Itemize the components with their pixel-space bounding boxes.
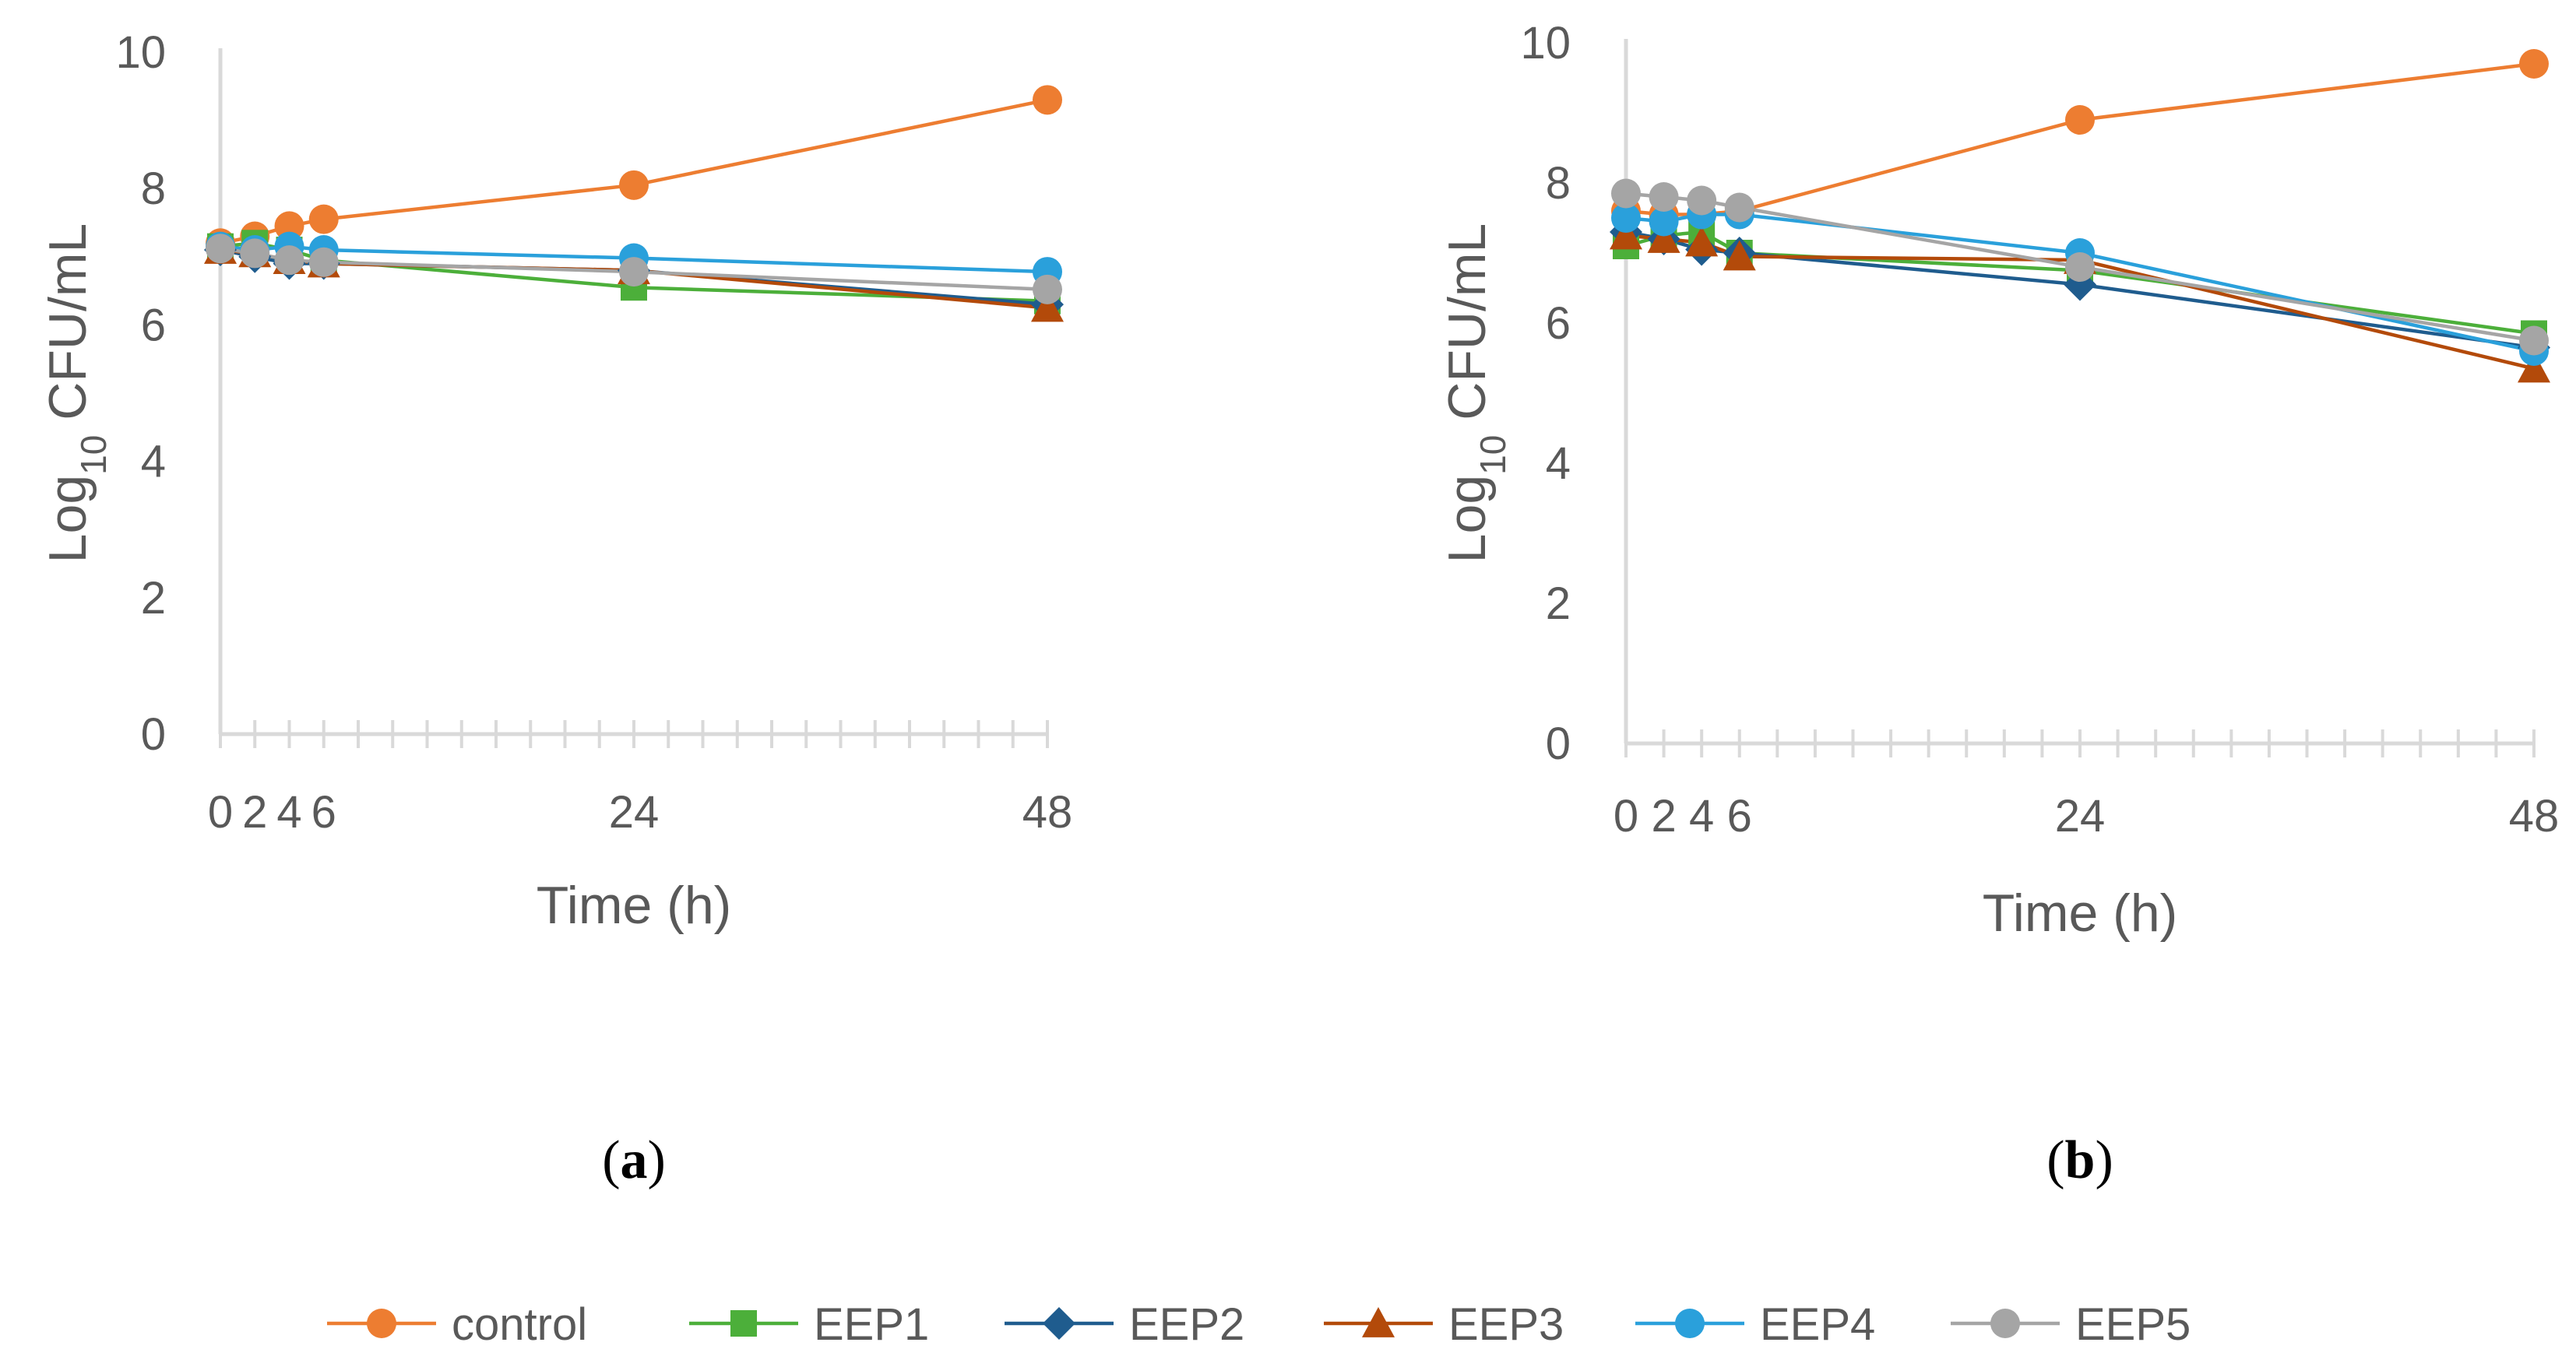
x-tick-label: 2 [242, 787, 267, 838]
x-tick-label: 6 [311, 787, 336, 838]
panel-label: (a) [602, 1130, 666, 1190]
y-tick-label: 8 [141, 163, 166, 214]
legend-label: EEP3 [1448, 1299, 1564, 1350]
data-point-eep5 [1611, 178, 1641, 209]
data-point-eep5 [1724, 192, 1754, 223]
y-axis-title: Log10 CFU/mL [38, 223, 114, 564]
x-tick-label: 4 [276, 787, 301, 838]
data-point-eep5 [274, 245, 304, 276]
y-tick-label: 2 [1546, 578, 1571, 629]
x-tick-label: 6 [1727, 791, 1752, 842]
x-tick-label: 24 [2055, 791, 2106, 842]
data-point-control [274, 211, 304, 241]
data-point-eep5 [619, 257, 649, 287]
legend-label: control [452, 1299, 587, 1350]
legend-label: EEP2 [1129, 1299, 1244, 1350]
legend-marker-eep3 [1362, 1307, 1395, 1337]
data-point-eep5 [2519, 325, 2549, 356]
x-tick-label: 48 [2509, 791, 2560, 842]
y-tick-label: 4 [1546, 438, 1571, 489]
legend-marker-eep4 [1675, 1309, 1705, 1338]
data-point-eep5 [1033, 274, 1062, 304]
x-tick-label: 48 [1022, 787, 1073, 838]
data-point-eep3 [1647, 223, 1680, 253]
data-point-eep5 [2065, 252, 2095, 282]
data-point-eep3 [1610, 219, 1642, 250]
data-point-eep3 [1031, 291, 1064, 322]
data-point-eep5 [206, 234, 235, 264]
x-axis-title: Time (h) [537, 876, 732, 935]
legend-label: EEP5 [2075, 1299, 2191, 1350]
data-point-eep3 [1685, 226, 1719, 257]
legend-marker-eep2 [1043, 1307, 1075, 1340]
legend-label: EEP4 [1760, 1299, 1875, 1350]
data-point-eep3 [2518, 352, 2550, 383]
data-point-control [2065, 105, 2095, 135]
data-point-eep5 [1687, 185, 1717, 216]
legend-marker-eep1 [730, 1310, 757, 1337]
y-tick-label: 2 [141, 573, 166, 624]
data-point-control [308, 204, 339, 234]
legend-entry-eep3: EEP3 [1324, 1299, 1564, 1350]
y-axis-title: Log10 CFU/mL [1438, 223, 1513, 564]
data-point-eep3 [1723, 240, 1756, 271]
y-tick-label: 10 [1520, 18, 1571, 69]
y-tick-label: 10 [115, 27, 166, 78]
y-tick-label: 0 [141, 709, 166, 760]
data-point-eep5 [1649, 182, 1679, 212]
y-tick-label: 6 [141, 300, 166, 350]
legend-entry-eep2: EEP2 [1005, 1299, 1244, 1350]
data-point-control [1033, 85, 1062, 115]
y-tick-label: 6 [1546, 298, 1571, 349]
x-tick-label: 2 [1651, 791, 1676, 842]
x-tick-label: 4 [1689, 791, 1714, 842]
series-line-control [1625, 61, 2535, 216]
x-tick-label: 24 [609, 787, 660, 838]
legend: control EEP1 EEP2 EEP3 EEP4 EEP5 [327, 1299, 2191, 1350]
legend-label: EEP1 [814, 1299, 929, 1350]
y-tick-label: 4 [141, 437, 166, 487]
panel-label: (b) [2046, 1130, 2113, 1190]
legend-entry-eep5: EEP5 [1951, 1299, 2191, 1350]
x-tick-label: 0 [1614, 791, 1638, 842]
x-tick-label: 0 [208, 787, 233, 838]
data-point-eep4 [1649, 206, 1679, 237]
legend-marker-control [367, 1309, 396, 1338]
data-point-control [619, 170, 649, 200]
data-point-control [2519, 49, 2549, 79]
data-point-eep4 [1611, 203, 1641, 233]
legend-marker-eep5 [1990, 1309, 2020, 1338]
legend-entry-eep4: EEP4 [1635, 1299, 1875, 1350]
data-point-eep5 [308, 247, 339, 277]
x-axis-title: Time (h) [1983, 884, 2178, 943]
data-point-eep5 [240, 238, 270, 269]
y-tick-label: 8 [1546, 158, 1571, 209]
legend-entry-control: control [327, 1299, 587, 1350]
y-tick-label: 0 [1546, 719, 1571, 769]
legend-entry-eep1: EEP1 [689, 1299, 929, 1350]
